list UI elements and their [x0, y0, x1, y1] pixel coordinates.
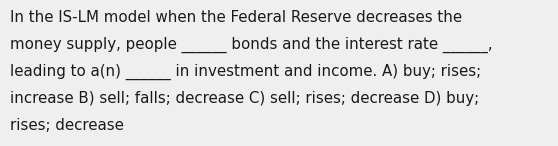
Text: money supply, people ______ bonds and the interest rate ______,: money supply, people ______ bonds and th…: [10, 37, 493, 53]
Text: In the IS-LM model when the Federal Reserve decreases the: In the IS-LM model when the Federal Rese…: [10, 10, 462, 25]
Text: rises; decrease: rises; decrease: [10, 118, 124, 133]
Text: increase B) sell; falls; decrease C) sell; rises; decrease D) buy;: increase B) sell; falls; decrease C) sel…: [10, 91, 479, 106]
Text: leading to a(n) ______ in investment and income. A) buy; rises;: leading to a(n) ______ in investment and…: [10, 64, 481, 80]
